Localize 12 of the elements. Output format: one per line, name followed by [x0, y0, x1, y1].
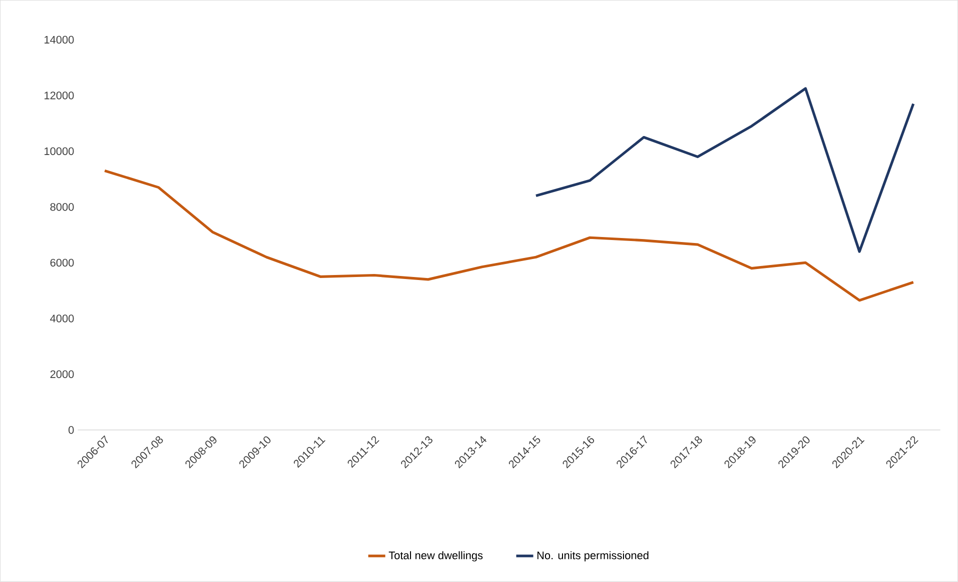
legend-label: No. units permissioned [537, 551, 648, 562]
line-series [103, 170, 915, 302]
y-tick-label: 14000 [44, 36, 74, 44]
y-tick-label: 0 [68, 426, 74, 434]
y-tick-label: 2000 [50, 370, 74, 378]
line-series [534, 87, 915, 253]
y-tick-label: 8000 [50, 203, 74, 211]
y-tick-label: 12000 [44, 92, 74, 100]
y-tick-label: 6000 [50, 258, 74, 267]
y-tick-label: 10000 [44, 147, 74, 156]
y-tick-label: 4000 [50, 314, 74, 322]
legend-label: Total new dwellings [388, 551, 483, 562]
